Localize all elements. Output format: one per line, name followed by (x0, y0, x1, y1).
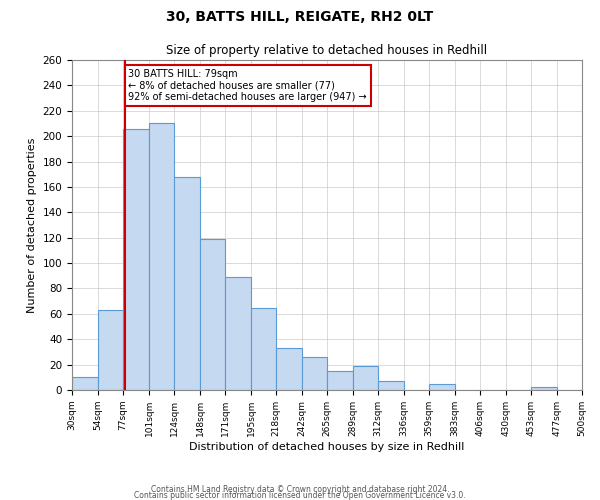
X-axis label: Distribution of detached houses by size in Redhill: Distribution of detached houses by size … (190, 442, 464, 452)
Bar (378, 381, 404, 390)
Bar (353, 366, 378, 390)
Text: Contains HM Land Registry data © Crown copyright and database right 2024.: Contains HM Land Registry data © Crown c… (151, 484, 449, 494)
Bar (429, 384, 455, 390)
Y-axis label: Number of detached properties: Number of detached properties (27, 138, 37, 312)
Bar (123, 128, 149, 390)
Bar (72, 378, 98, 390)
Text: Contains public sector information licensed under the Open Government Licence v3: Contains public sector information licen… (134, 490, 466, 500)
Bar (531, 388, 557, 390)
Bar (276, 348, 302, 390)
Bar (174, 177, 200, 390)
Title: Size of property relative to detached houses in Redhill: Size of property relative to detached ho… (166, 44, 488, 58)
Bar (98, 310, 123, 390)
Text: 30 BATTS HILL: 79sqm
← 8% of detached houses are smaller (77)
92% of semi-detach: 30 BATTS HILL: 79sqm ← 8% of detached ho… (128, 69, 367, 102)
Bar (327, 371, 353, 390)
Bar (251, 308, 276, 390)
Bar (302, 357, 327, 390)
Text: 30, BATTS HILL, REIGATE, RH2 0LT: 30, BATTS HILL, REIGATE, RH2 0LT (166, 10, 434, 24)
Bar (200, 239, 225, 390)
Bar (225, 277, 251, 390)
Bar (149, 124, 174, 390)
